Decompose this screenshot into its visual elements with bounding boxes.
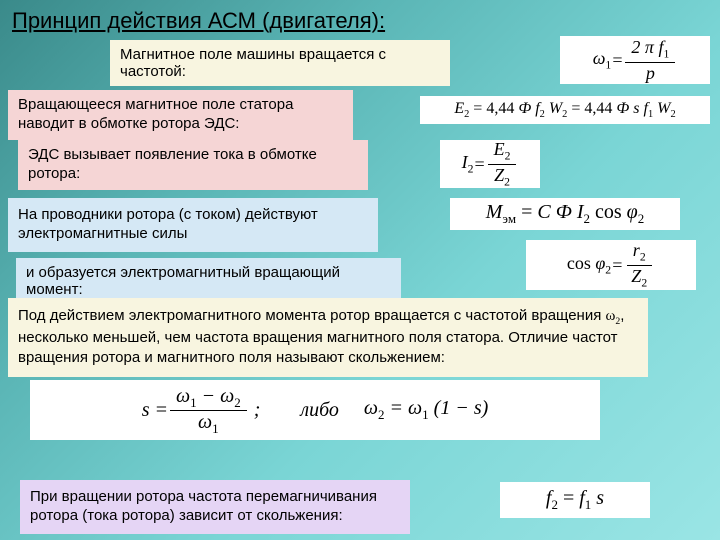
- text-slip: Под действием электромагнитного момента …: [8, 298, 648, 377]
- text-stator-emf: Вращающееся магнитное поле статора навод…: [8, 90, 353, 140]
- formula-moment: Мэм = С Ф I2 cos φ2: [450, 198, 680, 230]
- formula-f2: f2 = f1 s: [500, 482, 650, 518]
- formula-omega1: ω1 = 2 π f1 p: [560, 36, 710, 84]
- text-field-rotation: Магнитное поле машины вращается с частот…: [110, 40, 450, 86]
- omega2-symbol: ω2: [606, 308, 621, 324]
- formula-i2: I2 = E2 Z2: [440, 140, 540, 188]
- text-rotor-current: ЭДС вызывает появление тока в обмотке ро…: [18, 140, 368, 190]
- formula-e2: E2 = 4,44 Ф f2 W2 = 4,44 Ф s f1 W2: [420, 96, 710, 124]
- text-remagnetization: При вращении ротора частота перемагничив…: [20, 480, 410, 534]
- formula-cosphi2: cos φ2 = r2 Z2: [526, 240, 696, 290]
- slide-title: Принцип действия АСМ (двигателя):: [0, 0, 720, 38]
- formula-slip: s = ω1 − ω2 ω1 ; либо ω2 = ω1 (1 − s): [30, 380, 600, 440]
- text-em-forces: На проводники ротора (с током) действуют…: [8, 198, 378, 252]
- text-slip-part1: Под действием электромагнитного момента …: [18, 307, 606, 324]
